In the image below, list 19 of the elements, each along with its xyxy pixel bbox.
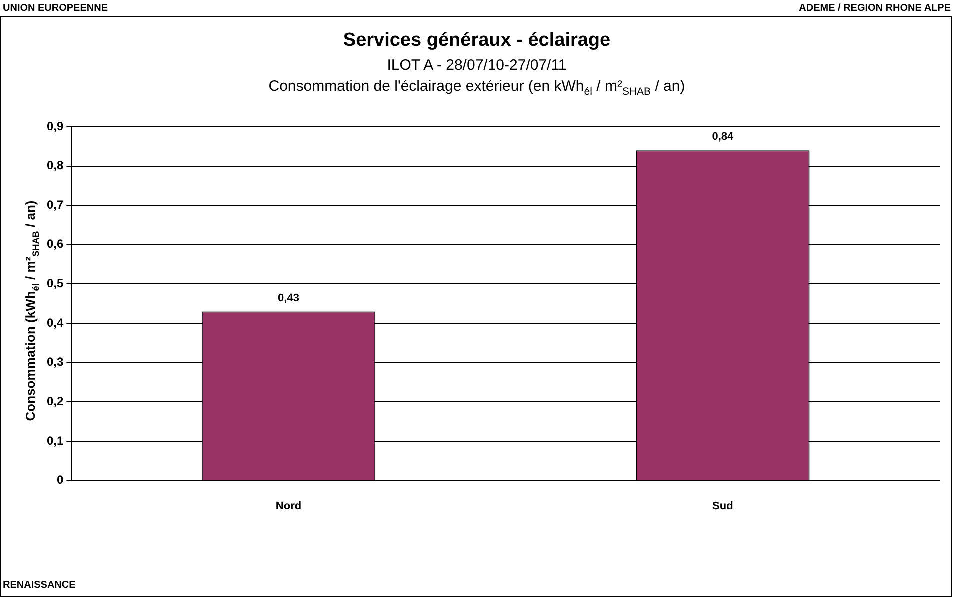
- x-tick-label: Sud: [712, 500, 734, 512]
- y-tick-label: 0,6: [46, 237, 64, 252]
- y-tick-label: 0,2: [46, 394, 64, 408]
- y-tick-label: 0,8: [46, 158, 64, 173]
- y-tick-label: 0,5: [46, 276, 64, 291]
- y-tick-label: 0: [56, 473, 64, 488]
- x-tick-label: Nord: [276, 500, 302, 512]
- text: UNION EUROPEENNE: [3, 3, 108, 14]
- y-tick-label: 0,9: [46, 119, 64, 134]
- y-tick-label: 0,7: [46, 198, 64, 212]
- chart-subtitle: ILOT A - 28/07/10-27/07/11 Consommation de l'éclairage extérieur (en kWh$_{él}$ / m²$_{SHAB}$ / an): [268, 56, 686, 100]
- chart-title: Services généraux - éclairage: [342, 30, 612, 52]
- data-label: 0,84: [712, 131, 734, 144]
- y-tick-label: 0,3: [46, 355, 64, 370]
- y-tick-label: 0,1: [46, 434, 64, 448]
- text: RENAISSANCE: [3, 580, 76, 591]
- data-label: 0,43: [278, 292, 300, 304]
- text: ADEME / REGION RHONE ALPE: [799, 3, 951, 14]
- y-tick-label: 0,4: [46, 316, 64, 330]
